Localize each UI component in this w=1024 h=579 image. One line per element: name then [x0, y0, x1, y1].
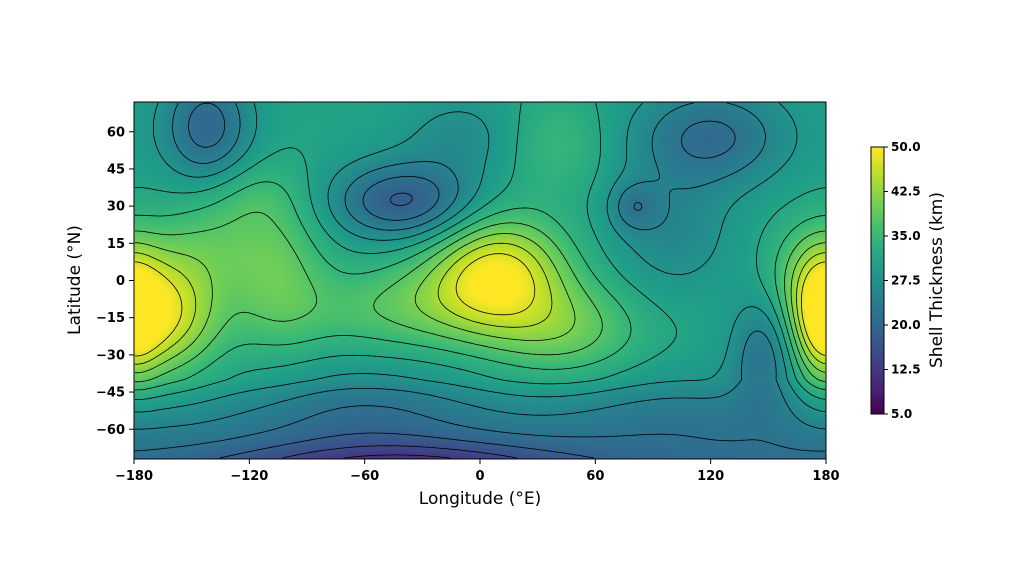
x-axis-title: Longitude (°E)	[419, 489, 541, 509]
colorbar-tick-label: 12.5	[891, 363, 921, 377]
colorbar-tick-label: 35.0	[891, 229, 921, 243]
x-tick-label: 180	[812, 469, 839, 484]
contour-line	[343, 454, 451, 459]
y-tick-label: −15	[96, 311, 125, 326]
colorbar-tick-label: 5.0	[891, 407, 912, 421]
colorbar-title: Shell Thickness (km)	[927, 192, 947, 368]
y-tick-label: 60	[107, 125, 125, 140]
y-tick-label: −60	[96, 423, 125, 438]
y-tick-label: 45	[107, 162, 125, 177]
contour-line	[134, 102, 826, 430]
contour-line	[134, 181, 826, 391]
contour-lines	[134, 102, 826, 459]
heatmap-field	[134, 102, 826, 459]
contour-line	[134, 102, 826, 413]
x-tick-label: −180	[115, 469, 153, 484]
y-tick-label: −45	[96, 386, 125, 401]
colorbar-tick-label: 42.5	[891, 185, 921, 199]
x-tick-label: −60	[350, 469, 379, 484]
contour-line	[134, 253, 826, 357]
x-tick-label: 120	[697, 469, 724, 484]
y-axis: −60 −45 −30 −15 0 15 30 45 60	[96, 125, 134, 438]
y-tick-label: 15	[107, 237, 125, 252]
contour-line	[219, 192, 595, 459]
contour-line	[134, 242, 826, 365]
colorbar-tick-label: 27.5	[891, 274, 921, 288]
colorbar-fill	[870, 146, 885, 415]
colorbar-tick-label: 20.0	[891, 318, 921, 332]
colorbar-ticks: 5.0 12.5 20.0 27.5 35.0 42.5 50.0	[884, 140, 921, 421]
heatmap-area	[133, 101, 827, 460]
y-tick-label: −30	[96, 348, 125, 363]
x-axis: −180 −120 −60 0 60 120 180	[115, 459, 840, 484]
colorbar-tick-label: 50.0	[891, 140, 921, 154]
y-tick-label: 0	[116, 274, 125, 289]
x-tick-label: 0	[475, 469, 484, 484]
colorbar: 5.0 12.5 20.0 27.5 35.0 42.5 50.0 Shell Thickn…	[870, 140, 947, 421]
contour-line	[134, 233, 826, 374]
contour-line	[134, 102, 826, 452]
contour-line	[134, 211, 826, 383]
contour-line	[282, 445, 518, 459]
x-tick-label: −120	[230, 469, 268, 484]
contour-line	[134, 102, 826, 400]
y-tick-label: 30	[107, 200, 125, 215]
y-axis-title: Latitude (°N)	[65, 225, 85, 335]
x-tick-label: 60	[586, 469, 604, 484]
